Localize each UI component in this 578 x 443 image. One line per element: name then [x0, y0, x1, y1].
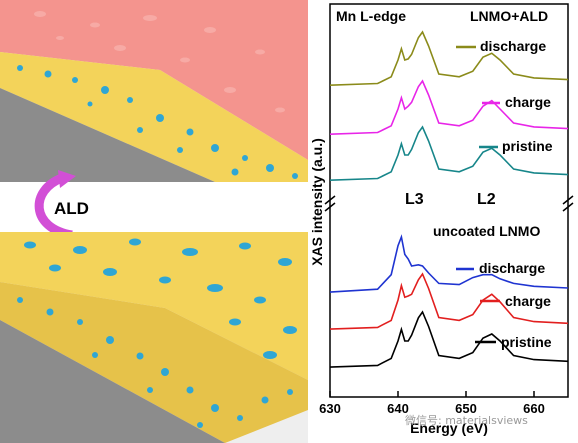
l3-label: L3 [405, 191, 424, 208]
panel-label-ald: LNMO+ALD [470, 8, 548, 24]
spectrum-uncoated-discharge [329, 234, 569, 293]
legend-uncoated-discharge: discharge [479, 260, 545, 276]
spectrum-ald-charge [329, 79, 569, 135]
legend-uncoated-charge: charge [505, 293, 551, 309]
l2-label: L2 [477, 191, 496, 208]
legend-ald-discharge: discharge [480, 38, 546, 54]
coated-electrode-scene [0, 0, 308, 182]
x-tick-label: 650 [455, 401, 477, 416]
legend-uncoated: discharge charge pristine [456, 260, 552, 350]
substrate-bottom [0, 320, 225, 443]
panel-label-uncoated: uncoated LNMO [433, 223, 540, 239]
x-tick-label: 660 [523, 401, 545, 416]
legend-ald-pristine: pristine [502, 138, 553, 154]
legend-uncoated-pristine: pristine [501, 334, 552, 350]
ald-schematic: ALD [0, 0, 308, 443]
x-axis-label: Energy (eV) [410, 420, 488, 436]
spectrum-ald-pristine [329, 125, 569, 181]
substrate [0, 88, 215, 182]
coated-top-surface [0, 0, 308, 160]
chart-title: Mn L-edge [336, 8, 406, 24]
ald-label: ALD [54, 199, 89, 218]
watermark: 微信号: materialsviews [405, 413, 528, 427]
uncoated-electrode-scene [0, 232, 308, 443]
legend-ald-charge: charge [505, 94, 551, 110]
axis-break [324, 195, 574, 212]
uncoated-front-face [0, 282, 308, 443]
x-tick-label: 630 [319, 401, 341, 416]
y-axis-label: XAS intensity (a.u.) [309, 138, 325, 266]
coated-front-face [0, 52, 308, 182]
x-tick-label: 640 [387, 401, 409, 416]
ald-arrow: ALD [34, 170, 89, 240]
spectrum-ald-discharge [329, 30, 569, 86]
uncoated-top-surface [0, 232, 308, 380]
spectrum-uncoated-pristine [329, 310, 569, 368]
legend-ald: discharge charge pristine [456, 38, 553, 154]
